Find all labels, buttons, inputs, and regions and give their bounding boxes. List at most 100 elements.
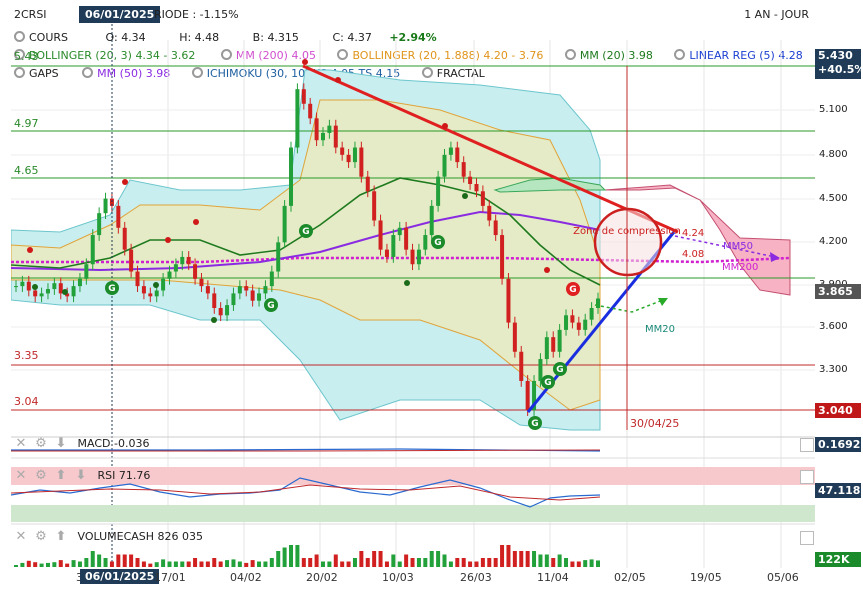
annotation-4-24: 4.24 <box>682 228 704 239</box>
volume-bar <box>212 558 217 567</box>
volume-bar <box>468 561 473 567</box>
candle-body <box>519 351 524 381</box>
candle-body <box>474 184 479 192</box>
candle-body <box>384 249 389 257</box>
volume-bar <box>154 562 159 567</box>
rsi-checkbox[interactable] <box>800 470 814 484</box>
candle-body <box>289 147 294 206</box>
candle-body <box>212 293 217 308</box>
gear-icon[interactable] <box>82 67 94 78</box>
gear-icon[interactable] <box>564 49 576 60</box>
candle-body <box>161 278 166 291</box>
close-value: 4.37 <box>347 31 372 44</box>
gear-icon[interactable] <box>14 31 25 42</box>
gear-icon[interactable] <box>191 67 203 78</box>
close-icon[interactable]: ✕ <box>15 529 27 544</box>
high-price-box: 5.430 +40.5% <box>815 49 863 79</box>
candle-body <box>45 289 50 294</box>
x-tick: 20/02 <box>306 571 338 584</box>
macd-checkbox[interactable] <box>800 438 814 452</box>
candle-body <box>327 125 332 133</box>
candle-body <box>359 147 364 177</box>
gear-icon[interactable] <box>421 67 433 78</box>
volume-bar <box>506 545 511 567</box>
close-icon[interactable]: ✕ <box>15 436 27 451</box>
svg-text:3.35: 3.35 <box>14 349 39 362</box>
candle-body <box>570 315 575 323</box>
volume-bar <box>263 561 268 567</box>
svg-text:G: G <box>556 365 563 375</box>
candle-body <box>77 278 82 287</box>
volume-bar <box>289 545 294 567</box>
arrow-down-icon[interactable]: ⬇ <box>55 436 67 451</box>
timeframe-selector[interactable]: 1 AN - JOUR <box>744 8 809 21</box>
fractal-g-marker: G <box>299 224 313 238</box>
legend-mm20: MM (20) 3.98 <box>579 49 653 62</box>
candle-body <box>308 103 313 119</box>
gear-icon[interactable] <box>337 49 349 60</box>
volume-bar <box>205 561 210 567</box>
gear-icon[interactable]: ⚙ <box>35 436 47 451</box>
volume-bar <box>532 551 537 567</box>
volume-bar <box>218 561 223 567</box>
y-tick: 4.200 <box>819 236 848 247</box>
macd-signal-line <box>11 449 601 452</box>
volume-bar <box>225 560 230 567</box>
rsi-panel-header: ✕ ⚙ ⬆ ⬇ RSI 71.76 <box>14 468 151 485</box>
candle-body <box>442 154 447 177</box>
mm20-projection-arrow <box>594 297 669 313</box>
candle-body <box>596 298 600 308</box>
close-icon[interactable]: ✕ <box>15 468 27 483</box>
volume-bar <box>250 560 255 567</box>
candle-body <box>269 271 274 287</box>
gear-icon[interactable]: ⚙ <box>35 468 47 483</box>
volume-bar <box>103 558 108 567</box>
volume-bar <box>26 560 31 567</box>
candle-body <box>14 286 18 288</box>
rsi-label: RSI <box>97 469 116 482</box>
arrow-up-icon[interactable]: ⬆ <box>55 529 67 544</box>
volume-bar <box>493 558 498 567</box>
volume-bar <box>14 565 18 567</box>
x-tick: 17/01 <box>154 571 186 584</box>
volume-bar <box>308 558 313 567</box>
volume-bar <box>461 558 466 567</box>
gear-icon[interactable]: ⚙ <box>35 529 47 544</box>
legend-linear-reg: LINEAR REG (5) 4.28 <box>689 49 803 62</box>
volume-bar <box>557 554 562 567</box>
candle-body <box>26 281 31 291</box>
candle-body <box>500 235 505 279</box>
svg-text:G: G <box>108 284 115 294</box>
resistance-trendline <box>302 64 679 234</box>
volume-bar <box>442 554 447 567</box>
gear-icon[interactable] <box>220 49 232 60</box>
y-tick: 4.800 <box>819 149 848 160</box>
volume-bar <box>519 551 524 567</box>
gear-icon[interactable] <box>14 49 25 60</box>
candle-body <box>39 293 44 297</box>
ichimoku-cloud-pink <box>604 184 791 296</box>
candle-body <box>231 293 236 306</box>
volume-bar <box>352 558 357 567</box>
gear-icon[interactable] <box>14 67 25 78</box>
volume-bar <box>58 560 63 567</box>
volume-bar <box>346 561 351 567</box>
candle-body <box>564 315 569 330</box>
candle-body <box>33 290 38 297</box>
arrow-down-icon[interactable]: ⬇ <box>75 468 87 483</box>
volume-bar <box>500 545 505 567</box>
volume-checkbox[interactable] <box>800 531 814 545</box>
arrow-up-icon[interactable]: ⬆ <box>55 468 67 483</box>
x-tick: 05/06 <box>767 571 799 584</box>
candle-body <box>141 286 146 294</box>
candle-body <box>193 264 198 279</box>
y-tick: 5.100 <box>819 104 848 115</box>
level-labels: 5.43 4.97 4.65 3.35 3.04 <box>14 50 39 408</box>
gear-icon[interactable] <box>674 49 686 60</box>
volume-bar <box>474 561 479 567</box>
volume-bar <box>97 554 102 567</box>
legend-mm200: MM (200) 4.05 <box>235 49 316 62</box>
candle-body <box>52 283 57 290</box>
volume-bar <box>314 554 319 567</box>
